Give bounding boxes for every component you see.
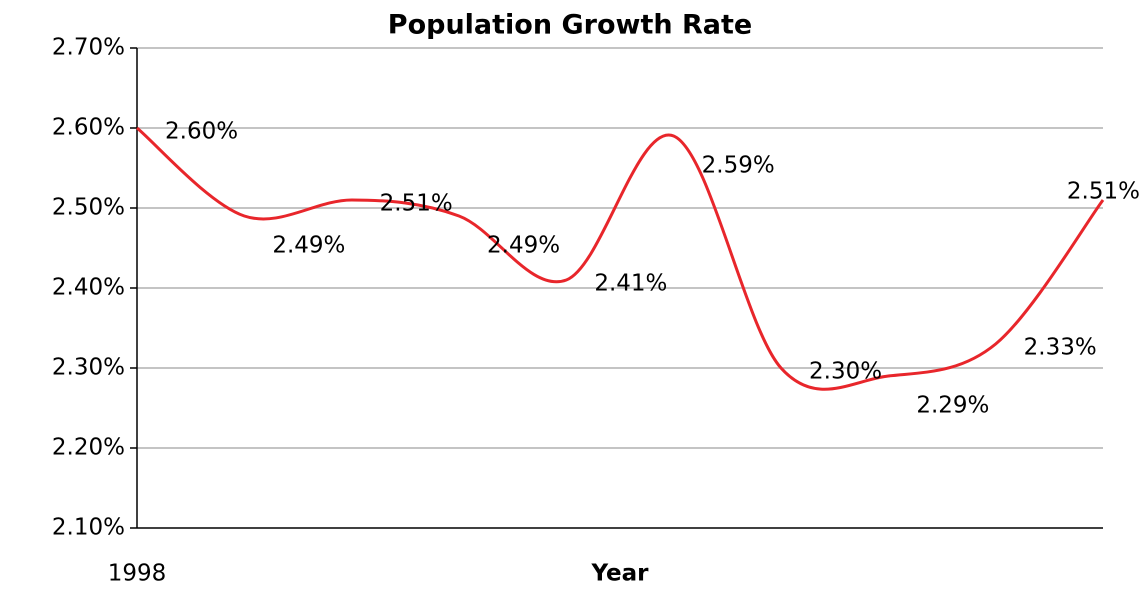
y-tick-label: 2.20% xyxy=(52,435,125,461)
y-tick-label: 2.40% xyxy=(52,275,125,301)
data-label: 2.60% xyxy=(165,119,238,145)
chart-title: Population Growth Rate xyxy=(388,10,752,41)
data-label: 2.49% xyxy=(272,233,345,259)
x-axis-label: Year xyxy=(590,561,649,587)
data-label: 2.51% xyxy=(1067,179,1140,205)
y-tick-label: 2.60% xyxy=(52,115,125,141)
data-label: 2.30% xyxy=(809,359,882,385)
data-label: 2.49% xyxy=(487,233,560,259)
data-label: 2.41% xyxy=(594,271,667,297)
data-label: 2.51% xyxy=(380,191,453,217)
y-tick-label: 2.50% xyxy=(52,195,125,221)
y-tick-label: 2.30% xyxy=(52,355,125,381)
y-tick-label: 2.70% xyxy=(52,35,125,61)
data-label: 2.29% xyxy=(916,393,989,419)
data-label: 2.33% xyxy=(1024,335,1097,361)
x-tick-label: 1998 xyxy=(108,561,167,587)
data-label: 2.59% xyxy=(702,153,775,179)
y-tick-label: 2.10% xyxy=(52,515,125,541)
line xyxy=(136,126,1105,391)
